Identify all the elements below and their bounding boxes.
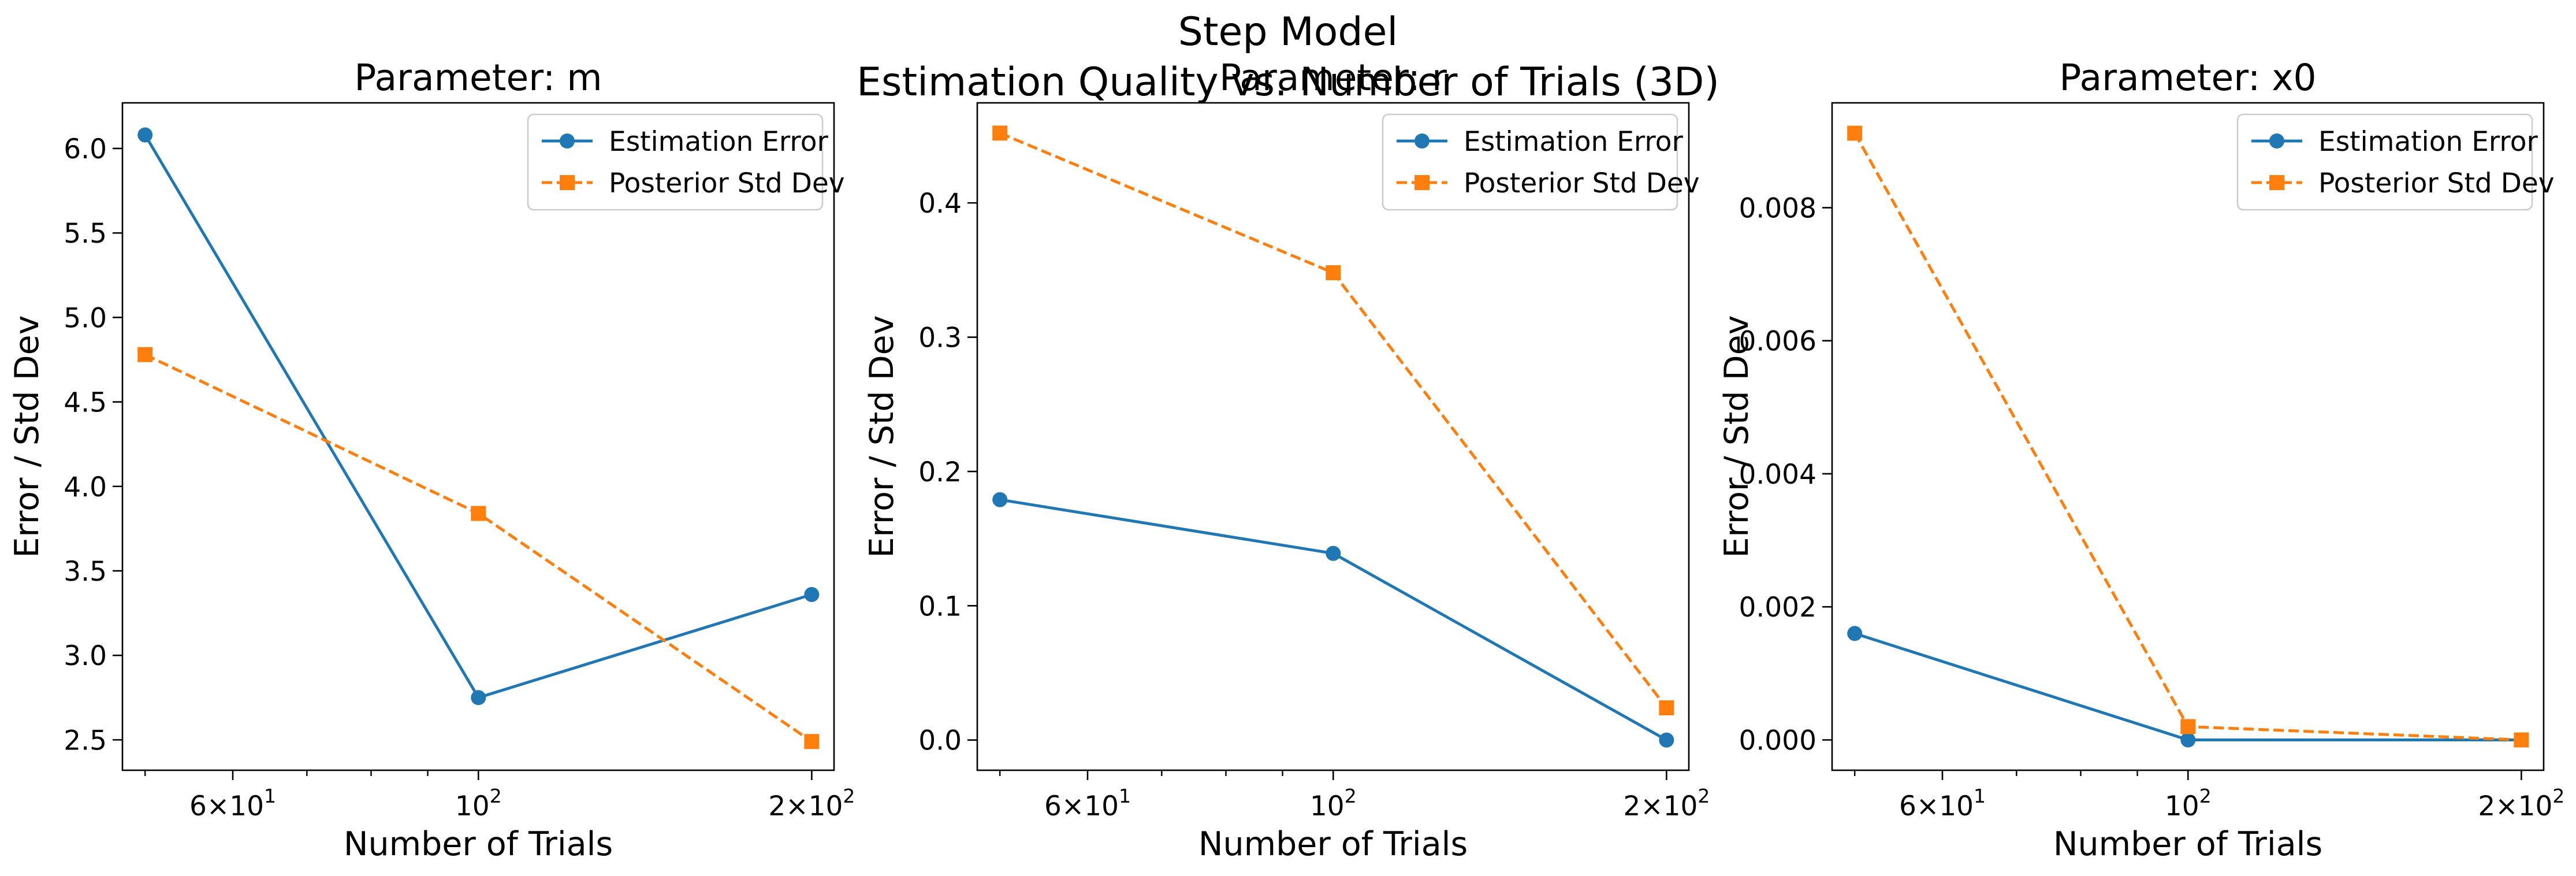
data-point-posterior-std: [804, 734, 820, 749]
y-tick-label: 3.5: [64, 556, 107, 588]
x-axis-label: Number of Trials: [1198, 825, 1468, 863]
x-tick-label-exponent: 1: [1974, 785, 1986, 807]
y-tick-label: 4.0: [64, 472, 107, 503]
subplot-title: Parameter: m: [354, 57, 602, 99]
x-tick-label-base: 2×10: [1623, 790, 1698, 822]
subplot-title: Parameter: x0: [2059, 57, 2316, 99]
x-tick-label: 6×101: [189, 785, 276, 822]
y-tick-label: 3.0: [64, 640, 107, 672]
y-tick-label: 0.004: [1739, 459, 1816, 491]
y-axis-label: Error / Std Dev: [1718, 315, 1756, 558]
legend-label: Posterior Std Dev: [1464, 168, 1700, 199]
legend-label: Posterior Std Dev: [609, 168, 845, 199]
data-point-posterior-std: [1847, 125, 1863, 141]
data-point-estimation-error: [992, 492, 1008, 507]
data-point-posterior-std: [1659, 700, 1674, 715]
x-tick-label-base: 10: [455, 790, 490, 822]
legend-marker-circle: [560, 133, 575, 149]
plot-frame: [1831, 102, 2545, 771]
y-tick-label: 0.000: [1739, 725, 1816, 757]
x-tick-label-exponent: 2: [843, 785, 855, 807]
legend-box: [1382, 113, 1678, 211]
x-tick-label-base: 2×10: [2478, 790, 2552, 822]
x-tick-label-exponent: 2: [2552, 785, 2564, 807]
x-tick-label-exponent: 1: [1119, 785, 1131, 807]
legend-label: Estimation Error: [2318, 126, 2538, 158]
y-tick-label: 6.0: [64, 133, 107, 165]
data-point-estimation-error: [471, 690, 486, 706]
x-axis-label: Number of Trials: [2053, 825, 2322, 863]
x-tick-label-exponent: 2: [1345, 785, 1357, 807]
legend-label: Estimation Error: [1464, 126, 1683, 158]
y-axis-label: Error / Std Dev: [8, 315, 46, 558]
x-tick-label: 2×102: [2478, 785, 2564, 822]
y-tick-label: 0.0: [918, 725, 962, 757]
x-tick-label-base: 6×10: [1899, 790, 1974, 822]
plot-frame: [121, 102, 835, 771]
y-tick-label: 4.5: [64, 387, 107, 419]
subplot-1: 6×101 102 2×1022.53.03.54.04.55.05.56.0Par…: [8, 57, 855, 863]
y-tick-label: 5.0: [64, 302, 107, 334]
x-tick-label-base: 10: [1310, 790, 1345, 822]
x-tick-label-exponent: 2: [490, 785, 502, 807]
data-point-posterior-std: [471, 506, 486, 521]
y-tick-label: 0.2: [918, 456, 962, 488]
y-tick-label: 2.5: [64, 725, 107, 756]
y-tick-label: 0.3: [918, 322, 962, 354]
figure-suptitle-line1: Step Model: [1178, 9, 1398, 55]
x-axis-label: Number of Trials: [344, 825, 613, 863]
x-tick-label-base: 10: [2165, 790, 2199, 822]
figure-suptitle-line2: Estimation Quality vs. Number of Trials …: [857, 60, 1719, 105]
data-point-estimation-error: [1326, 545, 1341, 561]
data-point-posterior-std: [137, 347, 153, 362]
legend-marker-square: [2269, 175, 2284, 190]
data-point-estimation-error: [1659, 732, 1674, 748]
y-tick-label: 0.008: [1739, 192, 1816, 224]
plot-frame: [976, 102, 1690, 771]
legend-label: Posterior Std Dev: [2318, 168, 2555, 199]
subplot-title: Parameter: r: [1219, 57, 1447, 99]
legend-marker-circle: [2269, 133, 2284, 149]
x-tick-label: 102: [1310, 785, 1357, 822]
data-point-estimation-error: [2180, 732, 2196, 748]
y-tick-label: 0.002: [1739, 592, 1816, 623]
x-tick-label-exponent: 1: [264, 785, 276, 807]
y-tick-label: 0.1: [918, 591, 962, 622]
x-tick-label: 102: [455, 785, 502, 822]
x-tick-label-exponent: 2: [1698, 785, 1710, 807]
x-tick-label: 6×101: [1044, 785, 1131, 822]
data-point-posterior-std: [2180, 719, 2196, 734]
legend-marker-circle: [1414, 133, 1430, 149]
data-point-posterior-std: [1326, 265, 1341, 280]
data-point-posterior-std: [992, 125, 1008, 141]
legend-box: [2236, 113, 2533, 211]
data-point-estimation-error: [1847, 626, 1863, 641]
legend-marker-square: [560, 175, 575, 190]
x-tick-label-base: 2×10: [768, 790, 843, 822]
y-tick-label: 0.4: [918, 188, 962, 220]
x-tick-label: 2×102: [768, 785, 855, 822]
x-tick-label-exponent: 2: [2199, 785, 2212, 807]
y-axis-label: Error / Std Dev: [863, 315, 901, 558]
x-tick-label: 2×102: [1623, 785, 1710, 822]
x-tick-label-base: 6×10: [1044, 790, 1119, 822]
legend-marker-square: [1414, 175, 1430, 190]
data-point-posterior-std: [2514, 732, 2529, 748]
legend-label: Estimation Error: [609, 126, 828, 158]
data-point-estimation-error: [804, 587, 820, 602]
subplots: 6×101 102 2×1022.53.03.54.04.55.05.56.0Par…: [8, 57, 2564, 863]
y-tick-label: 0.006: [1739, 326, 1816, 358]
data-point-estimation-error: [137, 127, 153, 143]
subplot-3: 6×101 102 2×1020.0000.0020.0040.0060.008Pa…: [1718, 57, 2564, 863]
x-tick-label-base: 6×10: [189, 790, 264, 822]
x-tick-label: 6×101: [1899, 785, 1986, 822]
y-tick-label: 5.5: [64, 218, 107, 250]
legend-box: [527, 113, 824, 211]
x-tick-label: 102: [2165, 785, 2212, 822]
